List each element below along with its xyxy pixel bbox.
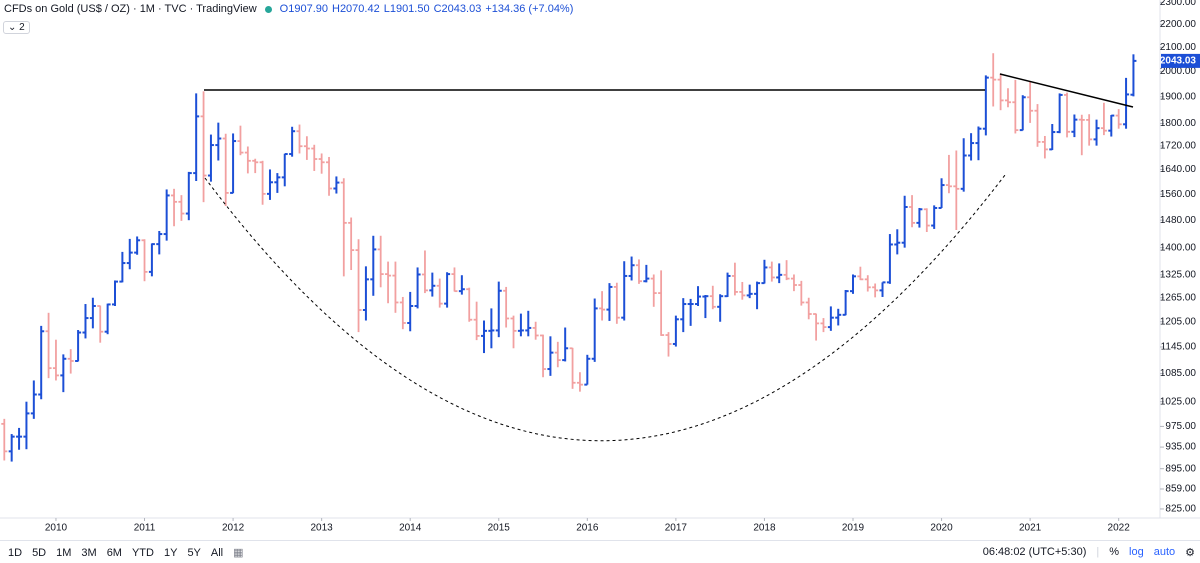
percent-toggle[interactable]: % (1109, 546, 1120, 558)
y-tick-label: 1720.00 (1160, 141, 1197, 152)
indicator-toggle[interactable]: ⌄ 2 (3, 21, 30, 34)
y-tick-label: 1800.00 (1160, 118, 1197, 129)
x-tick-label: 2017 (665, 523, 688, 534)
range-button[interactable]: 1M (56, 546, 72, 559)
ohlc-prefix: L (383, 3, 390, 15)
settings-icon[interactable]: ⚙ (1185, 547, 1195, 559)
trend-line (999, 73, 1134, 108)
x-tick-label: 2012 (222, 523, 245, 534)
range-button[interactable]: 5D (32, 546, 47, 559)
y-tick-label: 895.00 (1165, 463, 1196, 474)
indicator-count: 2 (19, 22, 25, 33)
y-tick-label: 859.00 (1165, 484, 1196, 495)
status-dot (264, 5, 272, 13)
x-tick-label: 2020 (930, 523, 953, 534)
clock: 06:48:02 (UTC+5:30) (982, 546, 1087, 558)
y-tick-label: 1025.00 (1160, 396, 1197, 407)
y-tick-label: 2300.00 (1160, 0, 1197, 8)
separator: | (1096, 546, 1100, 558)
legend: CFDs on Gold (US$ / OZ) · 1M · TVC · Tra… (4, 3, 574, 15)
ohlc-prefix: C (433, 3, 442, 15)
calendar-icon[interactable]: ▦ (233, 547, 244, 559)
y-tick-label: 1400.00 (1160, 242, 1197, 253)
y-tick-label: 2000.00 (1160, 66, 1197, 77)
x-tick-label: 2021 (1019, 523, 1042, 534)
range-button[interactable]: 3M (81, 546, 97, 559)
range-button[interactable]: 1D (8, 546, 23, 559)
range-button[interactable]: YTD (131, 546, 154, 559)
plot-area (0, 0, 1160, 518)
symbol-title: CFDs on Gold (US$ / OZ) · 1M · TVC · Tra… (4, 3, 257, 15)
ohlc-value: 1907.90 (288, 3, 328, 15)
range-buttons: 1D 5D 1M 3M 6M YTD 1Y 5Y All (0, 547, 228, 559)
range-button[interactable]: 6M (106, 546, 122, 559)
last-price-label: 2043.03 (1160, 56, 1197, 67)
ohlc-item: L1901.50 (384, 3, 430, 15)
chart: 2300.00 2200.00 2100.00 2000.00 1900.00 1800.… (0, 0, 1200, 534)
x-tick-label: 2010 (45, 523, 68, 534)
x-tick-label: 2018 (753, 523, 776, 534)
y-tick-label: 1640.00 (1160, 164, 1197, 175)
ohlc-value: 2043.03 (441, 3, 482, 15)
bottom-toolbar: 1D 5D 1M 3M 6M YTD 1Y 5Y All ▦ 06:48:02 (UTC+5:3… (0, 540, 1200, 563)
y-tick-label: 1560.00 (1160, 189, 1197, 200)
log-toggle[interactable]: log (1129, 546, 1144, 558)
bars (1, 53, 1137, 462)
ohlc-prefix: H (331, 3, 340, 15)
ohlc-prefix: O (279, 3, 289, 15)
ohlc-values: O1907.90 H2070.42 L1901.50 C2043.03 (280, 3, 482, 15)
y-tick-label: 1205.00 (1160, 316, 1197, 327)
y-tick-label: 1085.00 (1160, 368, 1197, 379)
change: +134.36 (+7.04%) (485, 3, 574, 15)
range-button[interactable]: 1Y (163, 546, 178, 559)
x-tick-label: 2022 (1108, 523, 1131, 534)
y-tick-label: 1145.00 (1161, 342, 1197, 353)
last-price-box (1161, 53, 1200, 68)
y-tick-label: 1480.00 (1160, 215, 1197, 226)
ohlc-value: 2070.42 (339, 3, 380, 15)
x-tick-label: 2019 (842, 523, 865, 534)
y-tick-label: 1265.00 (1160, 292, 1197, 303)
range-button[interactable]: All (210, 546, 224, 559)
cup-arc (204, 174, 1006, 442)
y-tick-label: 825.00 (1165, 504, 1196, 515)
x-tick-label: 2013 (311, 523, 334, 534)
y-tick-label: 1325.00 (1160, 269, 1197, 280)
y-tick-label: 2200.00 (1160, 19, 1197, 30)
x-tick-label: 2014 (399, 523, 422, 534)
range-button[interactable]: 5Y (187, 546, 201, 559)
x-tick-label: 2015 (488, 523, 511, 534)
x-tick-label: 2011 (134, 523, 156, 534)
toolbar-right: 06:48:02 (UTC+5:30) | % log auto ⚙ (978, 546, 1200, 559)
ohlc-item: H2070.42 (332, 3, 380, 15)
y-tick-label: 1900.00 (1160, 91, 1197, 102)
ohlc-value: 1901.50 (389, 3, 430, 15)
ohlc-item: O1907.90 (280, 3, 328, 15)
x-tick-label: 2016 (576, 523, 599, 534)
ohlc-item: C2043.03 (434, 3, 482, 15)
auto-toggle[interactable]: auto (1153, 546, 1176, 558)
y-tick-label: 975.00 (1165, 421, 1196, 432)
y-tick-label: 2100.00 (1160, 42, 1197, 53)
y-tick-label: 935.00 (1165, 442, 1196, 453)
